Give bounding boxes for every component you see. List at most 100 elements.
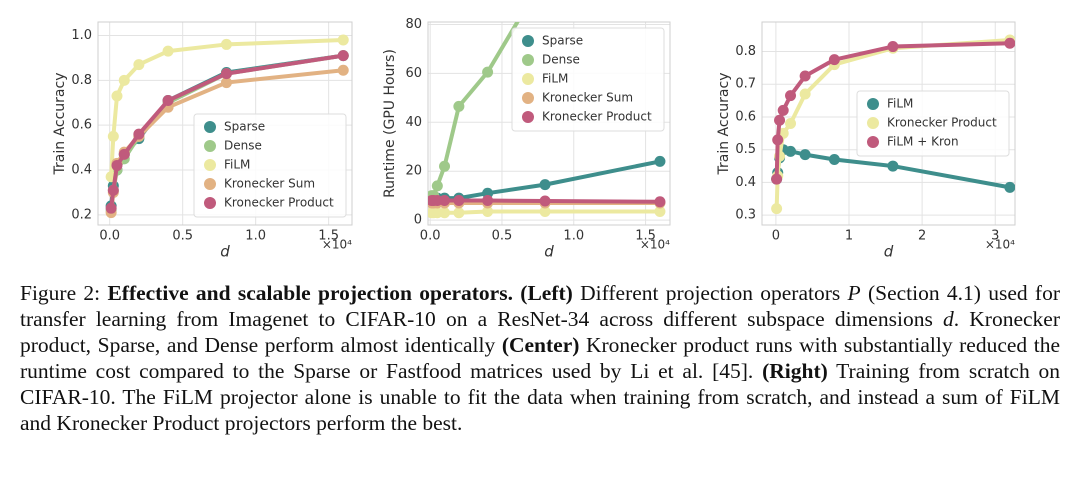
y-tick-label: 20 [405, 164, 422, 179]
axes-frame [761, 21, 1016, 226]
data-point [828, 54, 840, 66]
caption-segment: Training from scratch on CIFAR-10. The F… [20, 359, 1060, 435]
figure: 0.2 0.4 0.6 0.8 1.0 0.0 0.5 1.0 1.5 Train Accurac… [52, 17, 1016, 261]
x-tick-label: 1.5 [318, 229, 339, 244]
legend-marker [204, 159, 216, 171]
legend-label: Sparse [224, 120, 265, 134]
y-axis-label: Train Accuracy [52, 73, 68, 176]
data-point [654, 196, 666, 208]
y-tick-label: 80 [405, 17, 422, 32]
x-tick-label: 3 [991, 229, 999, 244]
legend-marker [204, 121, 216, 133]
legend-marker [204, 140, 216, 152]
x-tick-label: 0 [772, 229, 780, 244]
legend-label: Kronecker Product [542, 110, 652, 124]
data-point [337, 34, 349, 46]
data-point [107, 184, 119, 196]
legend-marker [867, 136, 879, 148]
caption-segment: Figure 2: [20, 281, 108, 305]
data-point [1004, 37, 1015, 49]
legend-marker [522, 54, 534, 66]
data-point [482, 66, 494, 78]
data-point [439, 195, 451, 207]
caption-segment: P [847, 281, 861, 305]
data-point [107, 130, 119, 142]
plot [428, 22, 666, 219]
x-tick-label: 0.0 [99, 229, 120, 244]
x-tick-label: 1.0 [245, 229, 266, 244]
series-line [109, 37, 344, 177]
legend-marker [522, 92, 534, 104]
y-tick-label: 0.5 [735, 142, 756, 157]
caption-segment: d [942, 307, 954, 331]
caption: Figure 2: Effective and scalable project… [20, 280, 1060, 436]
plot [771, 34, 1015, 215]
data-point [799, 149, 811, 161]
data-point [220, 77, 232, 89]
caption-segment: (Right) [762, 359, 828, 383]
caption-segment: . Kronecker product, Sparse, and Dense p… [20, 307, 1060, 357]
y-tick-label: 0.6 [71, 118, 92, 133]
y-tick-label: 0.8 [735, 44, 756, 59]
legend-marker [867, 117, 879, 129]
caption-segment: (Section 4.1) used for transfer learning… [20, 281, 1060, 331]
legend-box [856, 90, 1010, 157]
data-point [887, 160, 899, 172]
legend-box [193, 113, 347, 218]
data-point [799, 70, 811, 82]
data-point [785, 145, 797, 157]
data-point [654, 206, 666, 218]
legend-label: Kronecker Sum [224, 177, 315, 191]
y-tick-label: 0.2 [71, 207, 92, 222]
data-point [777, 104, 789, 116]
data-point [1004, 181, 1015, 193]
data-point [482, 195, 494, 207]
x-tick-label: 0.5 [172, 229, 193, 244]
data-point [482, 206, 494, 218]
data-point [539, 206, 551, 218]
x-axis-label: d [220, 243, 230, 261]
y-axis-label: Runtime (GPU Hours) [382, 49, 398, 198]
data-point [799, 88, 811, 100]
data-point [539, 195, 551, 207]
legend-marker [867, 98, 879, 110]
legend-marker [522, 73, 534, 85]
x-multiplier: ×10⁴ [985, 238, 1015, 252]
legend-label: Kronecker Product [224, 196, 334, 210]
chart: 0.3 0.4 0.5 0.6 0.7 0.8 0 1 2 3 Train Accuracy d ×10… [716, 21, 1016, 261]
data-point [337, 50, 349, 62]
data-point [453, 195, 465, 207]
axes-frame [427, 21, 671, 226]
data-point [162, 95, 174, 107]
caption-segment: Effective and scalable projection operat… [107, 281, 513, 305]
data-point [539, 179, 551, 191]
x-tick-label: 1.0 [563, 229, 584, 244]
data-point [828, 154, 840, 166]
y-tick-label: 0.7 [735, 77, 756, 92]
x-tick-label: 2 [918, 229, 926, 244]
caption-segment: (Center) [501, 333, 580, 357]
data-point [431, 180, 443, 192]
legend: FiLM Kronecker Product FiLM + Kron [856, 90, 1010, 157]
legend-marker [204, 197, 216, 209]
data-point [654, 155, 666, 167]
y-tick-label: 0.8 [71, 73, 92, 88]
data-point [439, 160, 451, 172]
legend-label: Kronecker Product [887, 116, 997, 130]
plot [105, 34, 349, 219]
legend-marker [522, 35, 534, 47]
y-tick-label: 0.4 [735, 175, 756, 190]
data-point [118, 148, 130, 160]
y-tick-label: 60 [405, 66, 422, 81]
caption-segment: Kronecker product runs with substantiall… [20, 333, 1061, 383]
caption-segment: (Left) [520, 281, 573, 305]
data-point [771, 203, 783, 215]
data-point [785, 90, 797, 102]
x-axis-label: d [544, 243, 554, 261]
legend-label: Kronecker Sum [542, 91, 633, 105]
x-axis-label: d [884, 243, 894, 261]
legend-marker [204, 178, 216, 190]
data-point [785, 118, 797, 129]
data-point [118, 74, 130, 86]
data-point [111, 160, 123, 172]
